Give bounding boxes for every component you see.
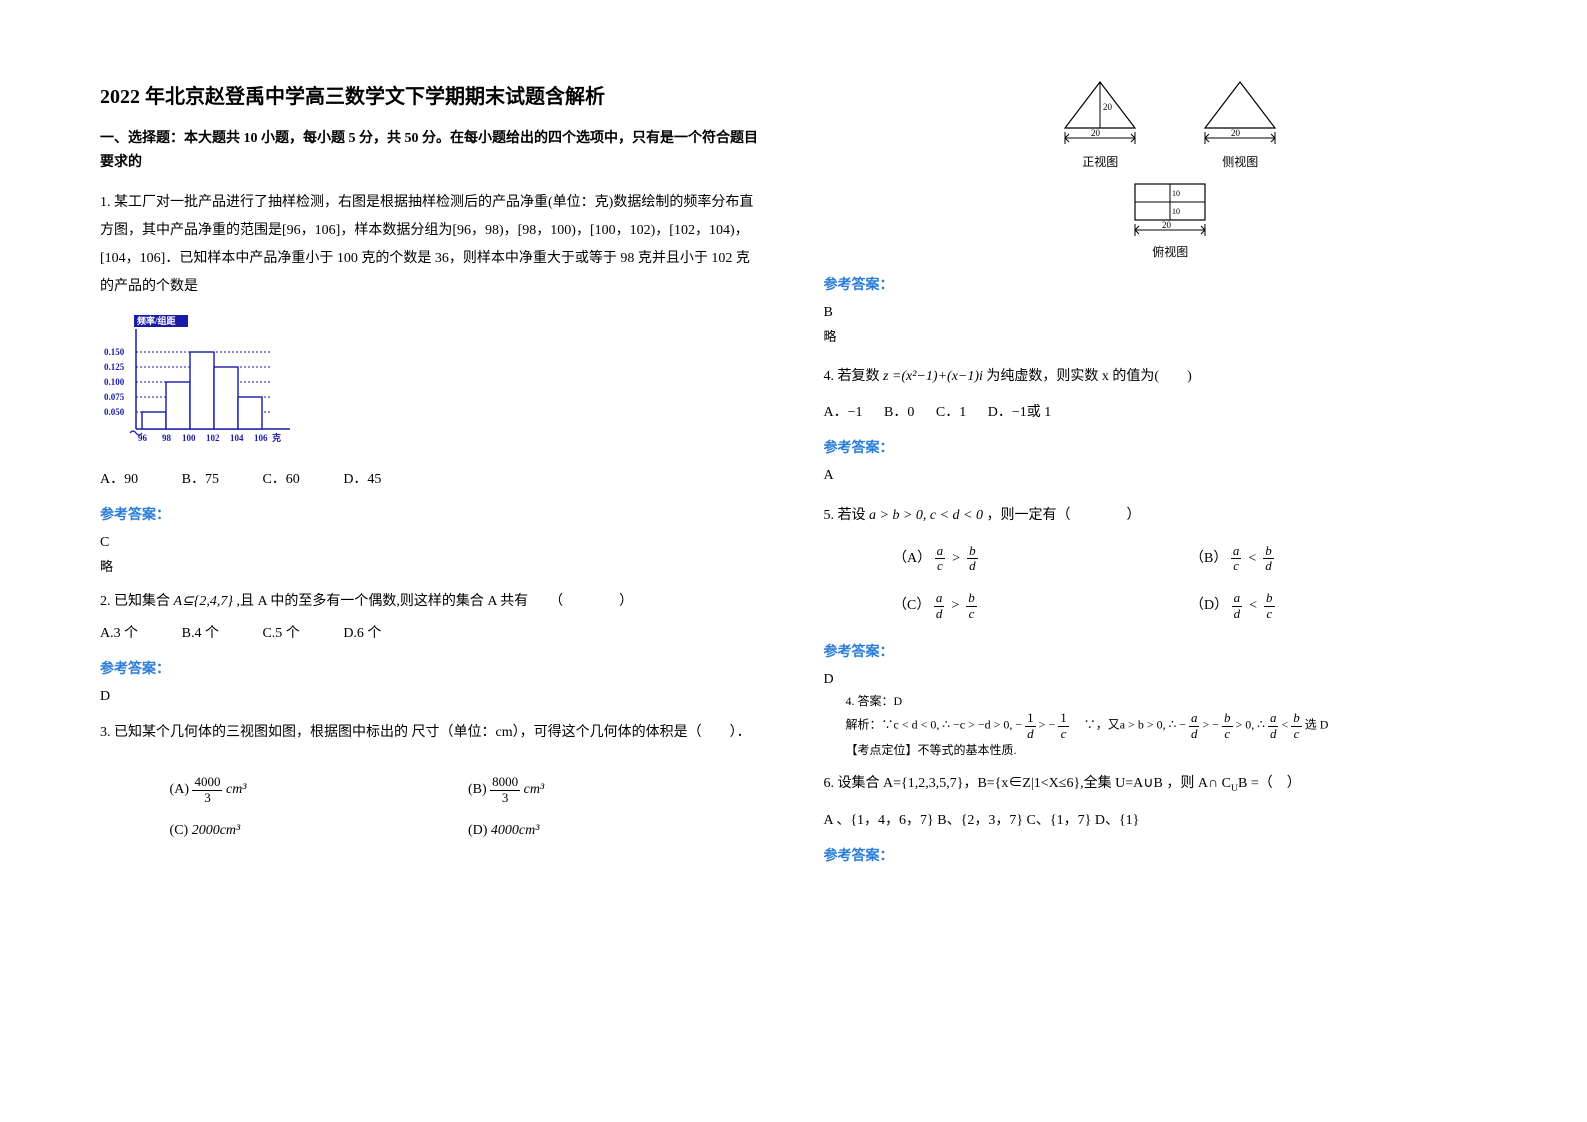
q3-opt-a-label: (A) [170,782,189,797]
right-column: 20 20 正视图 20 [824,80,1488,871]
q3-opt-d-label: (D) [468,823,487,838]
side-view: 20 侧视图 [1195,80,1285,170]
q2-opt-c: C.5 个 [262,620,299,648]
answer-label: 参考答案： [824,274,1488,294]
q4-opt-c: C．1 [936,399,966,427]
svg-text:20: 20 [1162,220,1172,230]
left-column: 2022 年北京赵登禹中学高三数学文下学期期末试题含解析 一、选择题：本大题共 … [100,80,764,871]
q3-options: (A) 40003 cm³ (B) 80003 cm³ (C) 2000cm³ … [100,765,764,849]
q2-suffix: ,且 A 中的至多有一个偶数,则这样的集合 A 共有 （ ） [236,594,633,609]
svg-text:10: 10 [1172,189,1180,198]
answer-label: 参考答案： [100,658,764,678]
ylabel: 频率/组距 [137,315,176,326]
q3-opt-b-label: (B) [468,782,487,797]
q6-options: A 、{1，4，6，7} B、{2，3，7} C、{1，7} D、{1} [824,807,1488,835]
q1-options: A．90 B．75 C．60 D．45 [100,466,764,494]
q4-suffix: 为纯虚数，则实数 x 的值为( ) [986,369,1191,384]
q3-three-views: 20 20 正视图 20 [854,80,1488,260]
q4-opt-b: B．0 [884,399,914,427]
svg-text:98: 98 [162,433,172,443]
q4-answer: A [824,463,1488,488]
svg-text:20: 20 [1103,102,1113,112]
question-1: 1. 某工厂对一批产品进行了抽样检测，右图是根据抽样检测后的产品净重(单位：克)… [100,189,764,579]
q1-opt-c: C．60 [262,466,299,494]
answer-label: 参考答案： [824,641,1488,661]
q2-opt-a: A.3 个 [100,620,138,648]
q5-prefix: 5. 若设 [824,508,866,523]
q2-options: A.3 个 B.4 个 C.5 个 D.6 个 [100,620,764,648]
answer-label: 参考答案： [100,504,764,524]
side-view-label: 侧视图 [1222,153,1258,170]
svg-text:0.125: 0.125 [104,362,125,372]
q1-opt-b: B．75 [182,466,219,494]
top-view-label: 俯视图 [1152,243,1188,260]
top-view: 10 10 20 俯视图 [1120,178,1220,260]
q1-note: 略 [100,555,764,578]
svg-text:克: 克 [272,432,281,443]
q3-answer: B [824,300,1488,325]
q1-answer: C [100,530,764,555]
q2-opt-b: B.4 个 [182,620,219,648]
q1-histogram: 频率/组距 0.050 0.075 0.100 0.125 0.150 [100,311,764,456]
answer-label: 参考答案： [824,845,1488,865]
q5-suffix: ，则一定有（ ） [987,508,1141,523]
q3-text: 3. 已知某个几何体的三视图如图，根据图中标出的 尺寸（单位：cm），可得这个几… [100,719,764,747]
q5-solution: 4. 答案：D 解析：∵c < d < 0, ∴ −c > −d > 0, − … [846,692,1488,760]
q3-opt-c-label: (C) [170,823,189,838]
q4-opt-d: D．−1或 1 [988,399,1052,427]
page-title: 2022 年北京赵登禹中学高三数学文下学期期末试题含解析 [100,80,764,109]
answer-label: 参考答案： [824,437,1488,457]
svg-text:102: 102 [206,433,220,443]
q5-cond: a > b > 0, c < d < 0 [869,508,983,523]
q1-opt-d: D．45 [343,466,381,494]
front-view: 20 20 正视图 [1055,80,1145,170]
svg-text:0.150: 0.150 [104,347,125,357]
svg-text:20: 20 [1231,128,1241,138]
svg-text:0.050: 0.050 [104,407,125,417]
q6-prefix: 6. 设集合 A={1,2,3,5,7}，B={x∈Z|1<X≤6},全集 [824,776,1116,791]
question-5: 5. 若设 a > b > 0, c < d < 0 ，则一定有（ ） （A） … [824,502,1488,760]
q6-uexpr: U=A∪B [1115,776,1163,791]
q4-prefix: 4. 若复数 [824,369,880,384]
svg-text:10: 10 [1172,207,1180,216]
q3-note: 略 [824,325,1488,348]
q2-set: A⊆{2,4,7} [174,594,233,609]
q1-opt-a: A．90 [100,466,138,494]
q4-opt-a: A．−1 [824,399,863,427]
q5-options: （A） ac > bd （B） ac < bd （C） ad > [824,534,1488,631]
svg-text:106: 106 [254,433,268,443]
svg-text:104: 104 [230,433,244,443]
front-view-label: 正视图 [1082,153,1118,170]
question-2: 2. 已知集合 A⊆{2,4,7} ,且 A 中的至多有一个偶数,则这样的集合 … [100,588,764,709]
q2-opt-d: D.6 个 [343,620,381,648]
section-header: 一、选择题：本大题共 10 小题，每小题 5 分，共 50 分。在每小题给出的四… [100,127,764,175]
q2-answer: D [100,684,764,709]
q4-expr: z =(x²−1)+(x−1)i [883,369,983,384]
q5-answer: D [824,667,1488,692]
svg-text:100: 100 [182,433,196,443]
q1-text: 1. 某工厂对一批产品进行了抽样检测，右图是根据抽样检测后的产品净重(单位：克)… [100,189,764,301]
svg-text:0.100: 0.100 [104,377,125,387]
question-3: 3. 已知某个几何体的三视图如图，根据图中标出的 尺寸（单位：cm），可得这个几… [100,719,764,849]
svg-text:0.075: 0.075 [104,392,125,402]
q2-prefix: 2. 已知集合 [100,594,174,609]
question-6: 6. 设集合 A={1,2,3,5,7}，B={x∈Z|1<X≤6},全集 U=… [824,770,1488,864]
svg-text:20: 20 [1091,128,1101,138]
question-4: 4. 若复数 z =(x²−1)+(x−1)i 为纯虚数，则实数 x 的值为( … [824,363,1488,488]
